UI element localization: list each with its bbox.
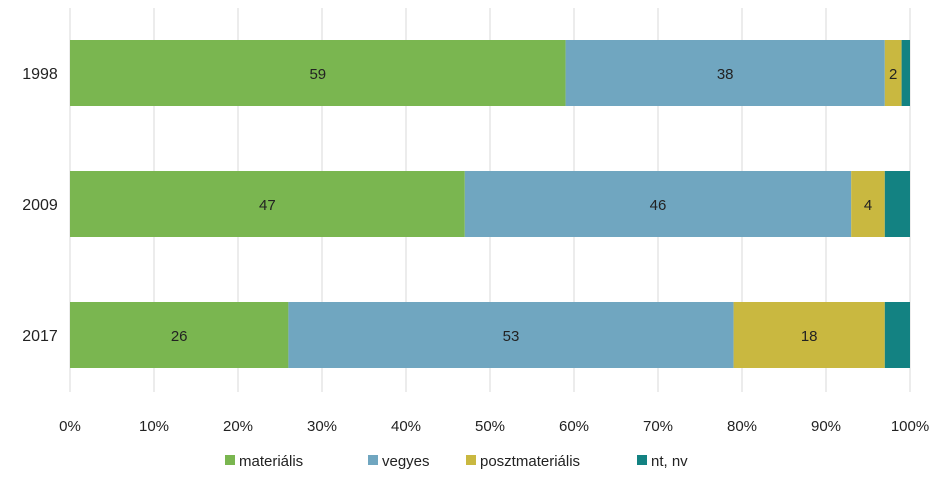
legend-label: nt, nv xyxy=(651,453,688,470)
legend-label: posztmateriális xyxy=(480,453,580,470)
bar-segment xyxy=(464,171,852,237)
legend-label: materiális xyxy=(239,453,303,470)
data-label: 47 xyxy=(259,197,276,214)
y-axis-categories: 1998 2009 2017 xyxy=(22,66,58,345)
x-tick-label: 100% xyxy=(891,418,929,435)
data-label: 18 xyxy=(801,328,818,345)
legend-swatch xyxy=(225,455,235,465)
data-label: 4 xyxy=(864,197,872,214)
legend: materiális vegyes posztmateriális nt, nv xyxy=(225,453,688,470)
bar-segment xyxy=(70,302,289,368)
x-tick-label: 70% xyxy=(643,418,673,435)
data-label: 2 xyxy=(889,66,897,83)
x-tick-label: 20% xyxy=(223,418,253,435)
data-label: 38 xyxy=(717,66,734,83)
bars: 59 38 2 47 46 4 26 53 18 xyxy=(70,40,910,368)
bar-segment xyxy=(288,302,734,368)
x-tick-label: 40% xyxy=(391,418,421,435)
legend-swatch xyxy=(368,455,378,465)
x-tick-label: 60% xyxy=(559,418,589,435)
data-label: 46 xyxy=(650,197,667,214)
bar-segment xyxy=(851,171,885,237)
x-tick-label: 30% xyxy=(307,418,337,435)
bar-segment xyxy=(884,40,902,106)
category-label: 2017 xyxy=(22,328,58,345)
bar-segment xyxy=(733,302,885,368)
x-tick-label: 0% xyxy=(59,418,81,435)
bar-segment xyxy=(901,40,910,106)
data-label: 59 xyxy=(309,66,326,83)
bar-segment xyxy=(70,40,566,106)
x-axis-ticks: 0% 10% 20% 30% 40% 50% 60% 70% 80% 90% 100% xyxy=(59,418,929,435)
x-tick-label: 10% xyxy=(139,418,169,435)
bar-segment xyxy=(70,171,465,237)
bar-segment xyxy=(884,302,910,368)
bar-segment xyxy=(884,171,910,237)
bar-segment xyxy=(565,40,885,106)
x-tick-label: 80% xyxy=(727,418,757,435)
data-label: 53 xyxy=(503,328,520,345)
legend-swatch xyxy=(466,455,476,465)
x-tick-label: 50% xyxy=(475,418,505,435)
legend-label: vegyes xyxy=(382,453,430,470)
legend-swatch xyxy=(637,455,647,465)
x-tick-label: 90% xyxy=(811,418,841,435)
data-label: 26 xyxy=(171,328,188,345)
category-label: 2009 xyxy=(22,197,58,214)
category-label: 1998 xyxy=(22,66,58,83)
